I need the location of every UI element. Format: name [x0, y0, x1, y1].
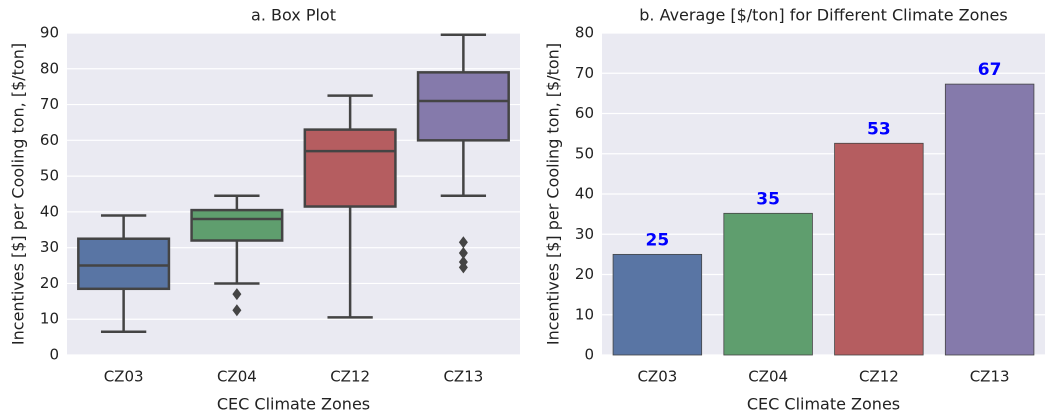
y-tick-label: 20 — [575, 265, 594, 283]
y-tick-label: 40 — [575, 185, 594, 203]
value-label: 53 — [867, 119, 891, 139]
y-tick-label: 70 — [575, 64, 594, 82]
y-tick-label: 60 — [40, 131, 59, 149]
y-tick-label: 50 — [575, 144, 594, 162]
x-tick-label: CZ03 — [104, 368, 144, 386]
value-label: 67 — [978, 60, 1002, 80]
y-tick-label: 30 — [40, 238, 59, 256]
y-tick-label: 0 — [49, 346, 59, 364]
box — [77, 237, 171, 291]
box — [190, 208, 284, 242]
y-tick-label: 50 — [40, 167, 59, 185]
bar — [612, 253, 703, 356]
x-tick-label: CZ12 — [330, 368, 370, 386]
y-tick-label: 10 — [575, 305, 594, 323]
bar — [944, 83, 1035, 356]
x-tick-label: CZ04 — [748, 368, 788, 386]
y-tick-label: 60 — [575, 104, 594, 122]
y-tick-label: 40 — [40, 202, 59, 220]
outlier — [458, 261, 468, 274]
y-tick-label: 10 — [40, 310, 59, 328]
outlier — [458, 247, 468, 260]
x-tick-label: CZ04 — [217, 368, 257, 386]
x-axis-label: CEC Climate Zones — [217, 395, 370, 414]
chart-title: b. Average [$/ton] for Different Climate… — [639, 6, 1007, 25]
y-axis-label: Incentives [$] per Cooling ton, [$/ton] — [9, 43, 28, 345]
outlier — [232, 288, 242, 301]
y-axis-label: Incentives [$] per Cooling ton, [$/ton] — [544, 43, 563, 345]
y-tick-label: 90 — [40, 24, 59, 42]
box — [416, 71, 510, 142]
bar — [723, 212, 813, 356]
y-tick-label: 70 — [40, 95, 59, 113]
y-tick-label: 80 — [575, 24, 594, 42]
value-label: 25 — [646, 230, 670, 250]
outlier — [458, 236, 468, 249]
bar — [834, 142, 924, 356]
chart-title: a. Box Plot — [251, 6, 336, 25]
y-tick-label: 0 — [584, 346, 594, 364]
y-tick-label: 80 — [40, 59, 59, 77]
x-tick-label: CZ03 — [637, 368, 677, 386]
box — [303, 128, 397, 208]
x-tick-label: CZ13 — [970, 368, 1010, 386]
y-tick-label: 20 — [40, 274, 59, 292]
x-tick-label: CZ12 — [859, 368, 899, 386]
x-tick-label: CZ13 — [443, 368, 483, 386]
x-axis-label: CEC Climate Zones — [747, 395, 900, 414]
y-tick-label: 30 — [575, 225, 594, 243]
value-label: 35 — [756, 189, 780, 209]
outlier — [232, 304, 242, 317]
